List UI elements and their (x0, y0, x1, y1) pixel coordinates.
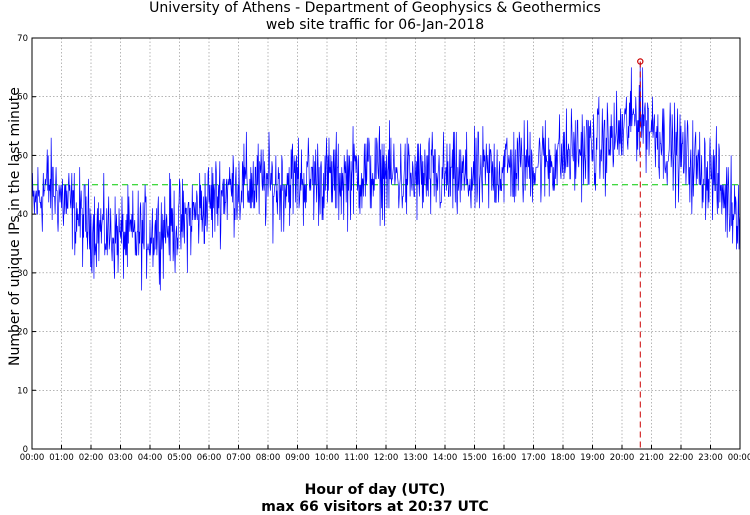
x-tick-label: 14:00 (433, 453, 458, 463)
x-tick-label: 16:00 (492, 453, 517, 463)
x-tick-label: 21:00 (639, 453, 664, 463)
x-tick-label: 02:00 (79, 453, 104, 463)
max-marker (637, 58, 644, 449)
x-axis-label: Hour of day (UTC) (304, 482, 446, 498)
x-tick-label: 23:00 (698, 453, 723, 463)
y-axis-label: Number of unique IPs in the last minute (7, 87, 23, 366)
plot-frame (31, 37, 741, 450)
x-tick-label: 17:00 (521, 453, 546, 463)
chart-subtitle: web site traffic for 06-Jan-2018 (265, 17, 485, 33)
y-tick-label: 0 (23, 445, 28, 455)
y-tick-label: 10 (17, 386, 28, 396)
chart-title: University of Athens - Department of Geo… (149, 0, 601, 16)
axis-ticks: 00:00 01:00 02:00 03:00 04:00 05:00 06:00 07:00… (17, 34, 750, 463)
x-tick-label: 20:00 (610, 453, 635, 463)
y-tick-label: 40 (17, 210, 28, 220)
x-tick-label: 00:00 (728, 453, 750, 463)
x-tick-label: 01:00 (49, 453, 74, 463)
x-tick-label: 18:00 (551, 453, 576, 463)
x-tick-label: 15:00 (462, 453, 487, 463)
x-tick-label: 13:00 (403, 453, 428, 463)
x-tick-label: 05:00 (167, 453, 192, 463)
y-tick-label: 30 (17, 269, 28, 279)
y-tick-label: 60 (17, 93, 28, 103)
x-tick-label: 04:00 (138, 453, 163, 463)
x-tick-label: 08:00 (256, 453, 281, 463)
x-tick-label: 11:00 (344, 453, 369, 463)
y-tick-label: 20 (17, 328, 28, 338)
x-tick-label: 03:00 (108, 453, 133, 463)
series-layer (31, 61, 741, 291)
max-point (637, 58, 644, 65)
x-tick-label: 00:00 (20, 453, 45, 463)
x-tick-label: 10:00 (315, 453, 340, 463)
grid (32, 38, 740, 449)
traffic-series-line (31, 61, 741, 291)
y-tick-label: 70 (17, 34, 28, 44)
x-tick-label: 09:00 (285, 453, 310, 463)
y-tick-label: 50 (17, 151, 28, 161)
x-tick-label: 19:00 (580, 453, 605, 463)
x-tick-label: 06:00 (197, 453, 222, 463)
x-tick-label: 22:00 (669, 453, 694, 463)
x-tick-label: 07:00 (226, 453, 251, 463)
max-visitors-note: max 66 visitors at 20:37 UTC (261, 499, 489, 515)
x-tick-label: 12:00 (374, 453, 399, 463)
